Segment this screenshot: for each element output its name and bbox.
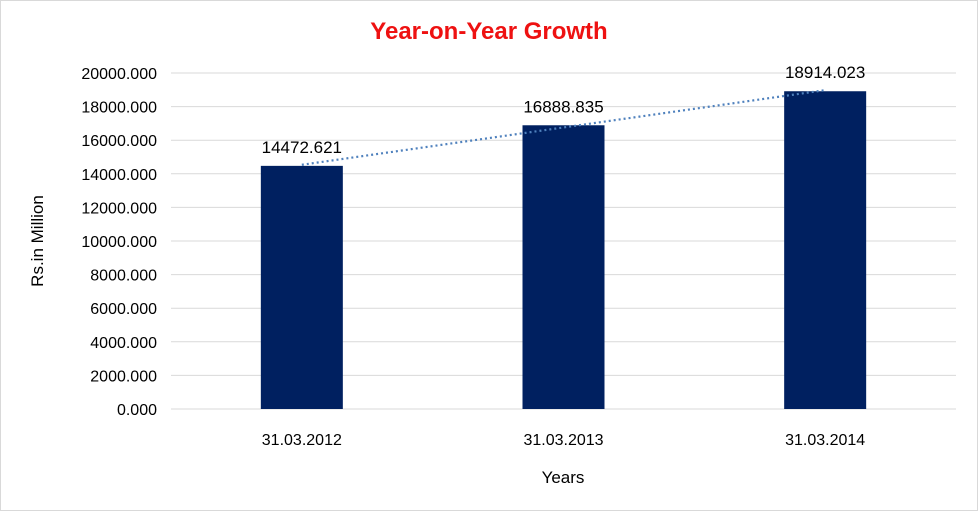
y-tick-label: 10000.000	[81, 234, 157, 251]
y-tick-label: 8000.000	[90, 268, 157, 285]
y-tick-label: 2000.000	[90, 368, 157, 385]
x-tick-label: 31.03.2014	[785, 432, 865, 449]
y-tick-label: 0.000	[117, 402, 157, 419]
y-tick-label: 20000.000	[81, 66, 157, 83]
y-tick-label: 16000.000	[81, 133, 157, 150]
x-tick-label: 31.03.2012	[262, 432, 342, 449]
data-label: 14472.621	[262, 138, 342, 157]
y-tick-label: 6000.000	[90, 301, 157, 318]
y-tick-label: 12000.000	[81, 200, 157, 217]
bar	[260, 165, 343, 409]
bar	[784, 91, 867, 409]
y-axis-title: Rs.in Million	[28, 195, 47, 287]
y-tick-label: 4000.000	[90, 335, 157, 352]
y-axis-ticks: 0.000 2000.000 4000.000 6000.000 8000.000 100…	[81, 66, 157, 419]
x-axis-title: Years	[542, 468, 585, 487]
x-axis-ticks: 31.03.2012 31.03.2013 31.03.2014	[262, 432, 866, 449]
chart-title: Year-on-Year Growth	[370, 18, 607, 45]
data-label: 18914.023	[785, 63, 865, 82]
y-tick-label: 14000.000	[81, 167, 157, 184]
data-label: 16888.835	[523, 97, 603, 116]
y-tick-label: 18000.000	[81, 100, 157, 117]
bars	[260, 91, 867, 409]
bar	[522, 125, 605, 409]
trendline-layer	[301, 89, 826, 166]
data-labels: 14472.621 16888.835 18914.023	[262, 63, 866, 157]
trendline	[301, 89, 826, 166]
x-tick-label: 31.03.2013	[523, 432, 603, 449]
